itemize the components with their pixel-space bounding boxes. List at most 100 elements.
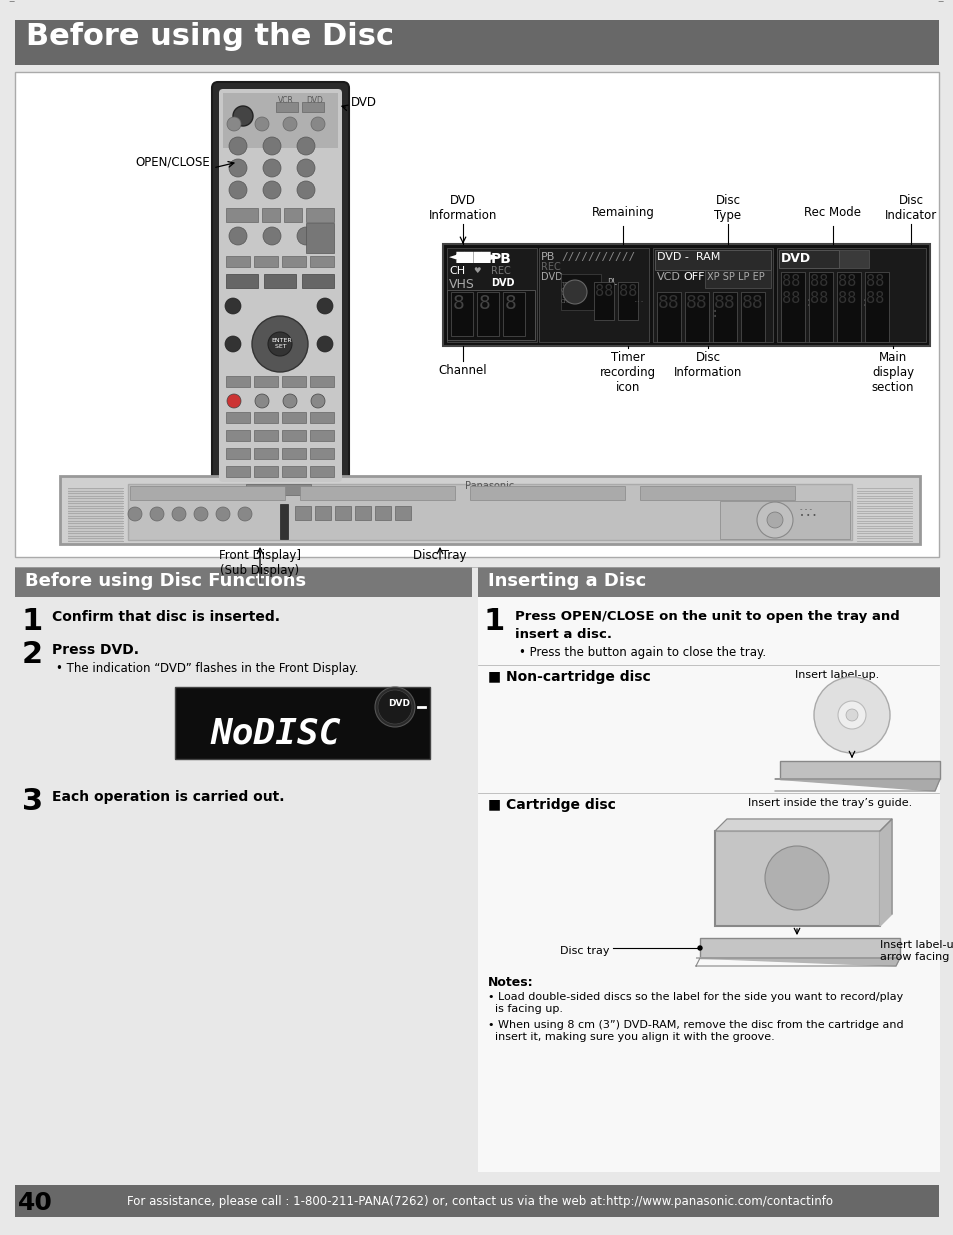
Circle shape — [227, 117, 241, 131]
Text: Confirm that disc is inserted.: Confirm that disc is inserted. — [52, 610, 280, 624]
Bar — [838, 249, 868, 268]
Text: CH: CH — [449, 266, 465, 275]
Bar — [639, 487, 794, 500]
Bar — [128, 484, 851, 540]
Text: Insert inside the tray’s guide.: Insert inside the tray’s guide. — [747, 798, 911, 808]
Bar — [280, 504, 288, 538]
Text: PB: PB — [540, 252, 555, 262]
Bar — [253, 256, 277, 267]
Bar — [282, 448, 306, 459]
Text: 88
88: 88 88 — [781, 274, 800, 306]
Circle shape — [128, 508, 142, 521]
Bar — [335, 506, 351, 520]
Bar — [310, 448, 334, 459]
Text: –: – — [8, 0, 14, 7]
Circle shape — [562, 280, 586, 304]
Circle shape — [757, 501, 792, 538]
Circle shape — [237, 508, 252, 521]
Text: 88: 88 — [658, 294, 679, 312]
Bar — [502, 291, 524, 336]
Bar — [780, 761, 939, 779]
Circle shape — [254, 117, 269, 131]
Circle shape — [233, 106, 253, 126]
Text: VCR: VCR — [277, 96, 294, 105]
Bar — [538, 248, 648, 342]
Text: Insert label-up.: Insert label-up. — [794, 671, 879, 680]
Circle shape — [229, 137, 247, 156]
Bar — [282, 430, 306, 441]
Bar — [253, 430, 277, 441]
Circle shape — [225, 336, 241, 352]
Text: insert a disc.: insert a disc. — [515, 629, 612, 641]
Bar — [15, 20, 938, 65]
Text: DVD: DVD — [491, 278, 514, 288]
Bar — [68, 488, 123, 541]
Text: Front Display]
(Sub Display): Front Display] (Sub Display) — [219, 550, 301, 577]
Bar — [130, 487, 285, 500]
Text: XP SP LP EP: XP SP LP EP — [706, 272, 764, 282]
Bar — [15, 597, 472, 1172]
Bar — [15, 72, 938, 557]
Bar — [15, 1186, 938, 1216]
Text: DVD: DVD — [306, 96, 322, 105]
Text: 88: 88 — [618, 284, 637, 299]
Circle shape — [283, 117, 296, 131]
Bar — [226, 274, 257, 288]
Text: Insert label-up with the
arrow facing in.: Insert label-up with the arrow facing in… — [879, 940, 953, 962]
Bar — [253, 466, 277, 477]
Text: Rec Mode: Rec Mode — [803, 206, 861, 219]
Bar — [314, 506, 331, 520]
Text: 1: 1 — [483, 606, 505, 636]
Circle shape — [845, 709, 857, 721]
Bar — [306, 224, 334, 253]
Circle shape — [263, 182, 281, 199]
Bar — [253, 448, 277, 459]
Circle shape — [377, 690, 412, 724]
Bar — [306, 207, 334, 222]
Circle shape — [316, 336, 333, 352]
Bar — [223, 93, 337, 148]
Bar — [700, 939, 899, 958]
Text: :: : — [861, 296, 867, 309]
Text: DVD: DVD — [540, 272, 562, 282]
Bar — [740, 291, 764, 342]
Text: ■ Cartridge disc: ■ Cartridge disc — [488, 798, 616, 811]
Text: Main
display
section: Main display section — [871, 351, 913, 394]
Text: • When using 8 cm (3”) DVD-RAM, remove the disc from the cartridge and
  insert : • When using 8 cm (3”) DVD-RAM, remove t… — [488, 1020, 902, 1041]
Text: 1: 1 — [22, 606, 43, 636]
Bar — [684, 291, 708, 342]
Bar — [0, 0, 953, 19]
Bar — [477, 597, 939, 1172]
Circle shape — [172, 508, 186, 521]
Text: Disc Tray: Disc Tray — [413, 550, 466, 562]
Text: ■ Non-cartridge disc: ■ Non-cartridge disc — [488, 671, 650, 684]
Bar — [704, 270, 770, 288]
Circle shape — [150, 508, 164, 521]
Bar — [253, 412, 277, 424]
Text: 3: 3 — [22, 787, 43, 816]
Text: • Press the button again to close the tray.: • Press the button again to close the tr… — [518, 646, 765, 659]
Bar — [253, 375, 277, 387]
Text: Press DVD.: Press DVD. — [52, 643, 139, 657]
Bar — [15, 567, 472, 597]
Bar — [714, 831, 879, 926]
Bar — [275, 103, 297, 112]
Text: 88: 88 — [685, 294, 707, 312]
Bar — [470, 487, 624, 500]
Circle shape — [764, 846, 828, 910]
Bar — [310, 412, 334, 424]
Bar — [262, 207, 280, 222]
Text: VHS: VHS — [449, 278, 475, 291]
Bar — [618, 282, 638, 320]
Text: Inserting a Disc: Inserting a Disc — [488, 572, 645, 590]
Text: OFF: OFF — [682, 272, 703, 282]
Bar — [657, 291, 680, 342]
Bar — [226, 412, 250, 424]
Text: 40: 40 — [18, 1191, 52, 1215]
Bar — [395, 506, 411, 520]
Bar — [174, 687, 430, 760]
Bar — [294, 506, 311, 520]
Circle shape — [252, 316, 308, 372]
Text: Panasonic: Panasonic — [465, 480, 514, 492]
Bar — [0, 1216, 953, 1235]
